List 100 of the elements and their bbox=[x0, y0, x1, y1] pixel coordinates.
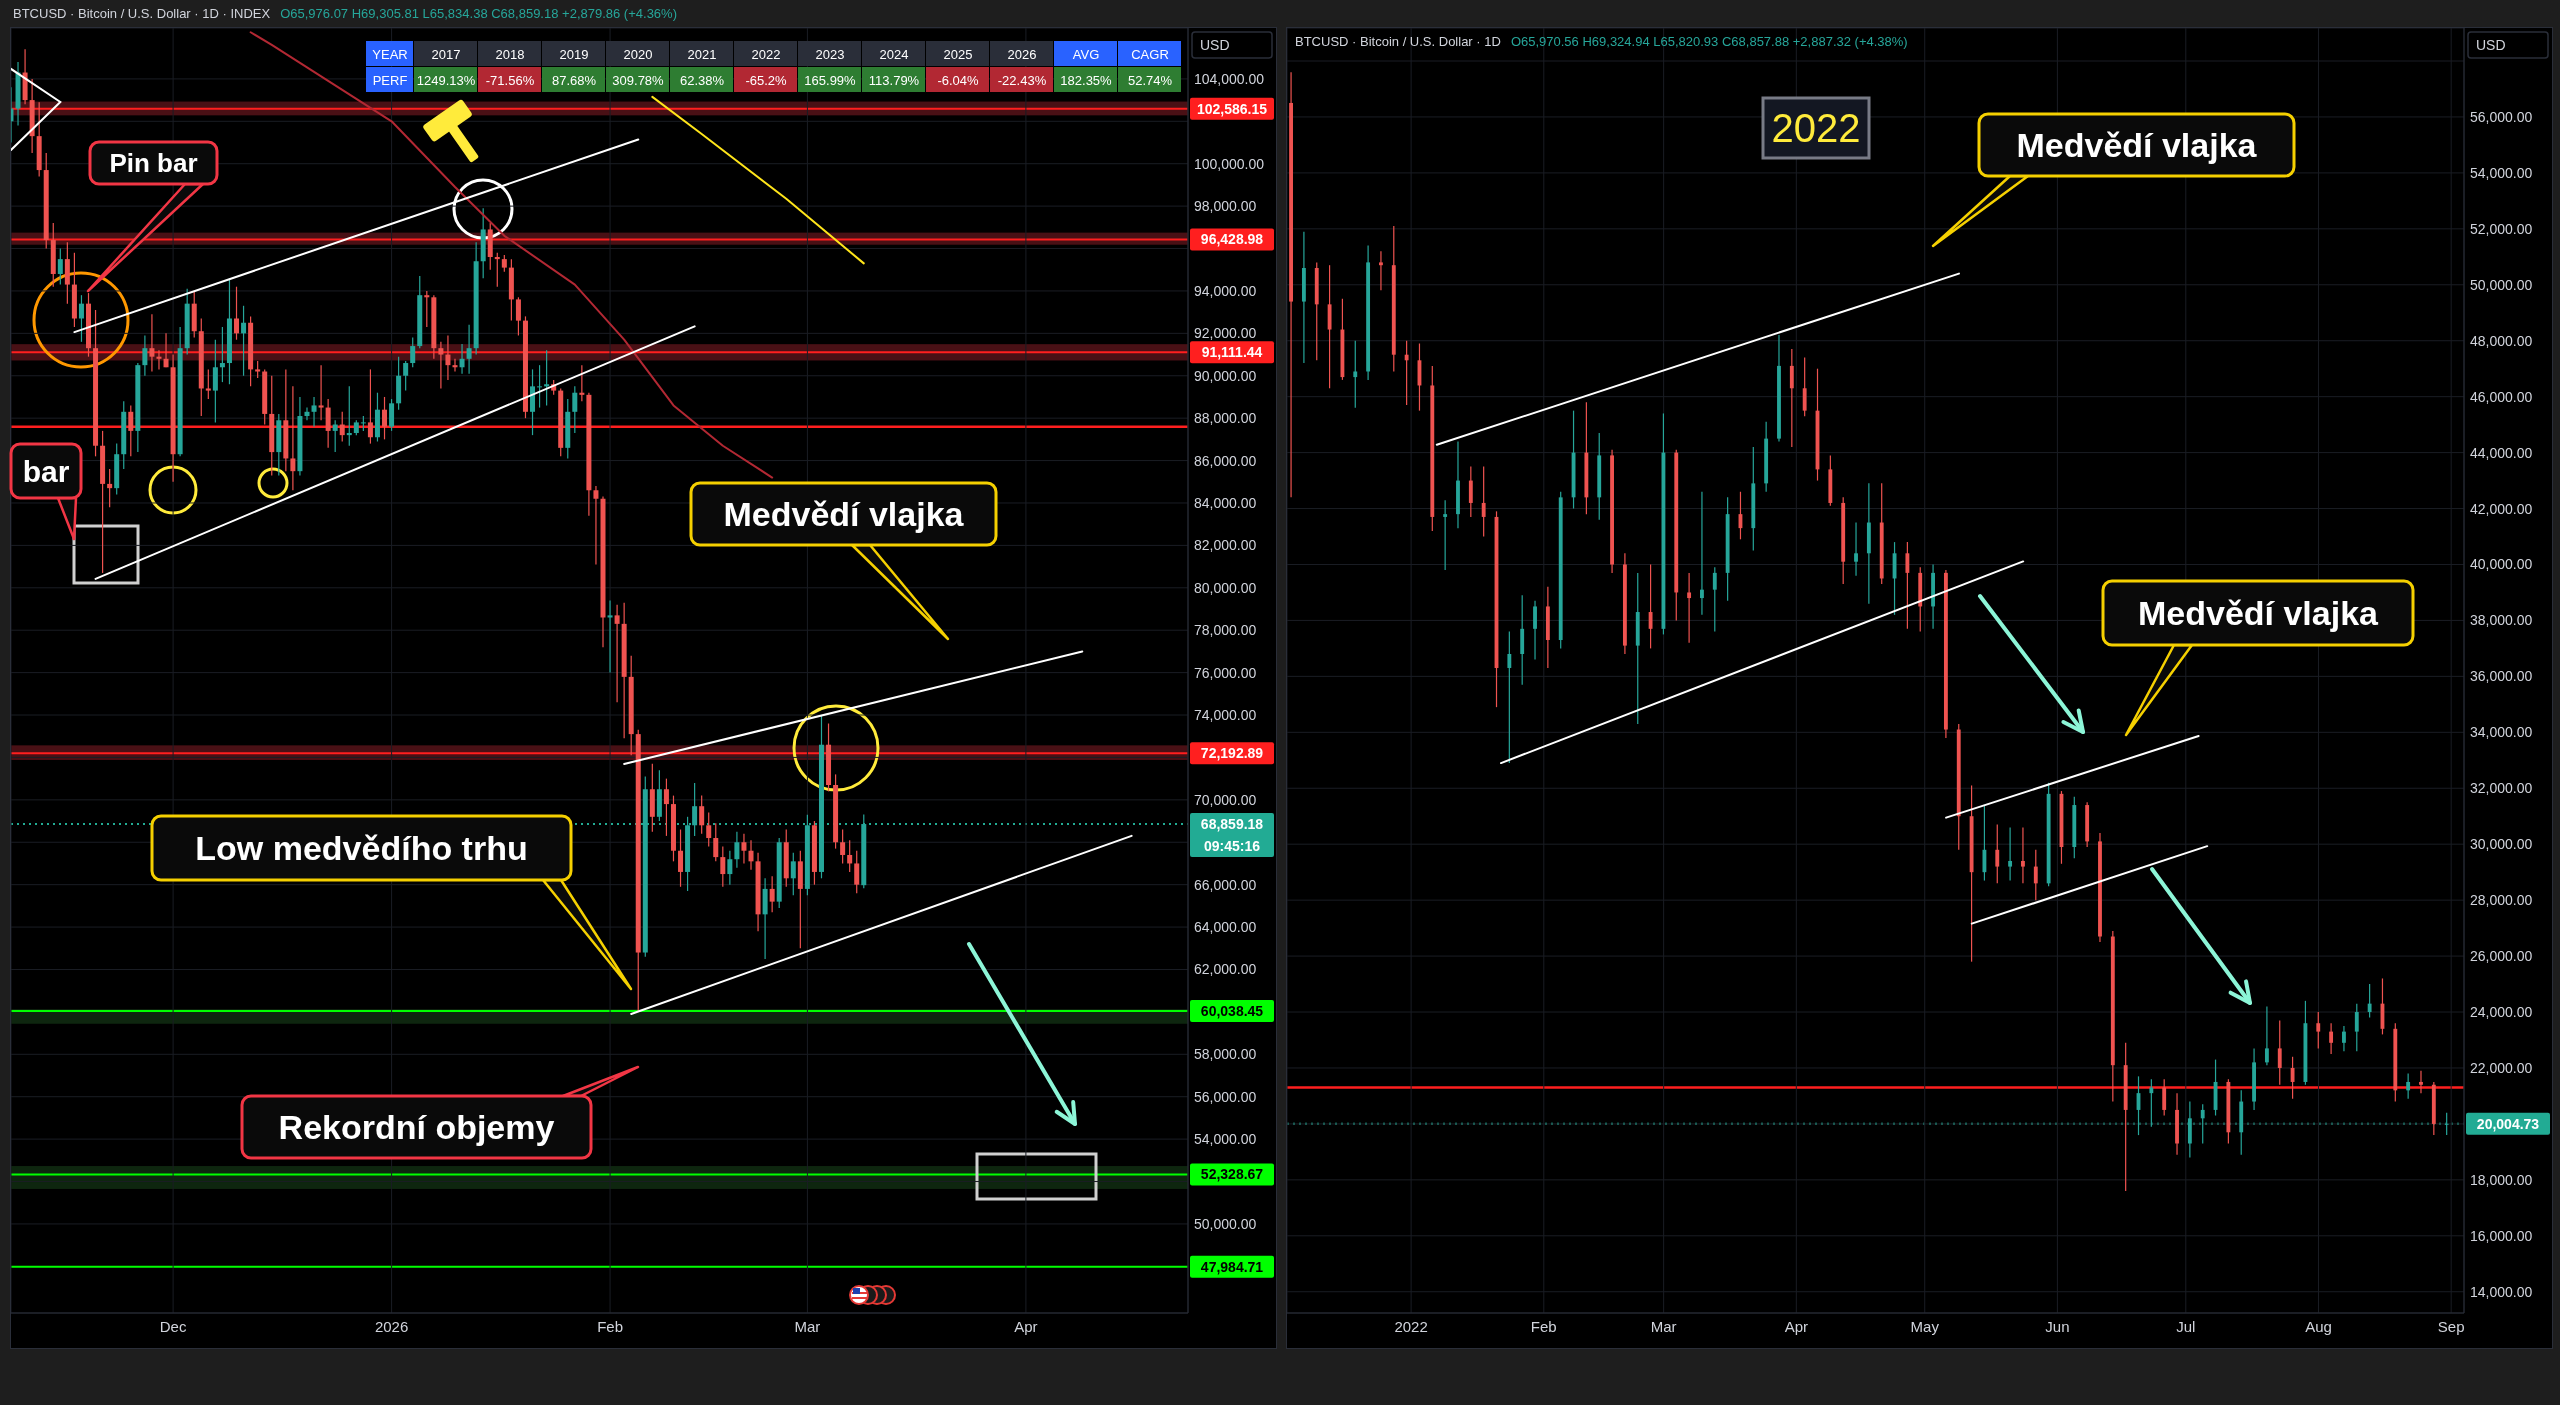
y-tick-label: 76,000.00 bbox=[1194, 664, 1257, 681]
ref-line-label: 72,192.89 bbox=[1200, 745, 1264, 762]
annotation: 2021 bbox=[687, 46, 717, 62]
y-axis-title: USD bbox=[2476, 36, 2506, 53]
annotation: AVG bbox=[1072, 46, 1100, 62]
y-tick-label: 24,000.00 bbox=[2470, 1004, 2533, 1020]
ref-line-label: 52,328.67 bbox=[1200, 1166, 1264, 1183]
y-tick-label: 46,000.00 bbox=[2470, 388, 2533, 405]
y-tick-label: 82,000.00 bbox=[1194, 537, 1257, 554]
y-tick-label: 14,000.00 bbox=[2470, 1283, 2533, 1300]
annotation: Medvědí vlajka bbox=[2016, 125, 2258, 164]
y-tick-label: 100,000.00 bbox=[1194, 155, 1265, 172]
annotation: -22.43% bbox=[997, 72, 1047, 88]
y-tick-label: 54,000.00 bbox=[1194, 1131, 1257, 1148]
text: O65,970.56 H69,324.94 L65,820.93 C68,857.88 +2,887.32 (+4.38%) bbox=[1510, 34, 1908, 49]
x-tick-label: Feb bbox=[1530, 1317, 1557, 1335]
ref-line-label: 60,038.45 bbox=[1200, 1002, 1264, 1019]
annotation: 2018 bbox=[495, 46, 525, 62]
annotation: 52.74% bbox=[1127, 72, 1173, 88]
y-tick-label: 78,000.00 bbox=[1194, 622, 1257, 639]
x-tick-label: Mar bbox=[1650, 1317, 1677, 1335]
y-tick-label: 98,000.00 bbox=[1194, 198, 1257, 215]
y-tick-label: 22,000.00 bbox=[2470, 1059, 2533, 1076]
annotation: 2019 bbox=[559, 46, 589, 62]
y-tick-label: 54,000.00 bbox=[2470, 164, 2533, 181]
annotation: 2024 bbox=[879, 46, 909, 62]
x-tick-label: Mar bbox=[794, 1317, 821, 1335]
y-tick-label: 92,000.00 bbox=[1194, 325, 1257, 342]
y-tick-label: 40,000.00 bbox=[2470, 556, 2533, 573]
y-tick-label: 56,000.00 bbox=[1194, 1088, 1257, 1105]
y-tick-label: 58,000.00 bbox=[1194, 1046, 1257, 1063]
annotation: -6.04% bbox=[937, 72, 980, 88]
y-tick-label: 28,000.00 bbox=[2470, 892, 2533, 909]
y-tick-label: 70,000.00 bbox=[1194, 791, 1257, 808]
y-tick-label: 44,000.00 bbox=[2470, 444, 2533, 461]
ref-line-label: 47,984.71 bbox=[1200, 1258, 1264, 1275]
chart-title: BTCUSD · Bitcoin / U.S. Dollar · 1D · INDEX bbox=[13, 6, 271, 21]
x-tick-label: Apr bbox=[1014, 1317, 1038, 1335]
y-tick-label: 36,000.00 bbox=[2470, 668, 2533, 685]
y-tick-label: 88,000.00 bbox=[1194, 410, 1257, 427]
ref-line-label: 91,111.44 bbox=[1201, 344, 1263, 361]
y-tick-label: 84,000.00 bbox=[1194, 494, 1257, 511]
annotation: 2026 bbox=[1007, 46, 1037, 62]
y-tick-label: 16,000.00 bbox=[2470, 1227, 2533, 1244]
y-tick-label: 42,000.00 bbox=[2470, 500, 2533, 517]
annotation: 309.78% bbox=[612, 72, 665, 88]
annotation: 62.38% bbox=[679, 72, 725, 88]
annotation: 182.35% bbox=[1060, 72, 1113, 88]
y-tick-label: 30,000.00 bbox=[2470, 836, 2533, 853]
y-tick-label: 52,000.00 bbox=[2470, 220, 2533, 237]
x-tick-label: Apr bbox=[1784, 1317, 1808, 1335]
annotation: PERF bbox=[372, 72, 408, 88]
x-tick-label: 2022 bbox=[1394, 1317, 1428, 1335]
y-tick-label: 48,000.00 bbox=[2470, 332, 2533, 349]
x-tick-label: Dec bbox=[159, 1317, 187, 1335]
y-tick-label: 26,000.00 bbox=[2470, 948, 2533, 965]
y-tick-label: 104,000.00 bbox=[1194, 70, 1265, 87]
annotation: -71.56% bbox=[485, 72, 535, 88]
x-tick-label: Jul bbox=[2176, 1317, 2196, 1335]
annotation: Medvědí vlajka bbox=[2137, 593, 2380, 632]
annotation: bar bbox=[22, 454, 70, 488]
annotation: 165.99% bbox=[804, 72, 857, 88]
ref-line-label: 96,428.98 bbox=[1200, 231, 1264, 248]
annotation: 2025 bbox=[943, 46, 973, 62]
annotation: CAGR bbox=[1131, 46, 1169, 62]
y-tick-label: 86,000.00 bbox=[1194, 452, 1257, 469]
y-tick-label: 66,000.00 bbox=[1194, 876, 1257, 893]
annotation: 2020 bbox=[623, 46, 653, 62]
annotation: -65.2% bbox=[745, 72, 788, 88]
text: BTCUSD · Bitcoin / U.S. Dollar · 1D bbox=[1295, 34, 1501, 49]
x-tick-label: Aug bbox=[2305, 1317, 2332, 1335]
ref-line-label: 68,859.18 09:45:16 bbox=[1200, 815, 1264, 854]
annotation: 87.68% bbox=[551, 72, 597, 88]
y-tick-label: 74,000.00 bbox=[1194, 707, 1257, 723]
annotation: Rekordní objemy bbox=[278, 1107, 555, 1146]
y-tick-label: 94,000.00 bbox=[1194, 282, 1257, 299]
annotation: Medvědí vlajka bbox=[723, 494, 965, 533]
y-tick-label: 90,000.00 bbox=[1194, 367, 1257, 384]
y-tick-label: 56,000.00 bbox=[2470, 108, 2533, 125]
x-tick-label: Sep bbox=[2437, 1317, 2465, 1335]
annotation: Pin bar bbox=[109, 148, 198, 179]
chart-subtitle: O65,976.07 H69,305.81 L65,834.38 C68,859.18 +2,879.86 (+4.36%) bbox=[280, 6, 677, 21]
x-tick-label: Jun bbox=[2045, 1317, 2070, 1335]
x-tick-label: Feb bbox=[597, 1317, 623, 1335]
x-tick-label: May bbox=[1910, 1317, 1940, 1335]
y-tick-label: 50,000.00 bbox=[1194, 1215, 1257, 1232]
y-tick-label: 80,000.00 bbox=[1194, 579, 1257, 596]
y-tick-label: 38,000.00 bbox=[2470, 612, 2533, 629]
y-axis-title: USD bbox=[1200, 36, 1230, 53]
y-tick-label: 62,000.00 bbox=[1194, 961, 1257, 978]
y-tick-label: 32,000.00 bbox=[2470, 780, 2533, 797]
annotation: Low medvědího trhu bbox=[195, 828, 528, 867]
annotation: 2022 bbox=[1771, 106, 1861, 151]
y-tick-label: 64,000.00 bbox=[1194, 919, 1257, 936]
y-tick-label: 18,000.00 bbox=[2470, 1171, 2533, 1188]
annotation: YEAR bbox=[372, 46, 408, 62]
annotation: 113.79% bbox=[868, 72, 920, 88]
ref-line-label: 102,586.15 bbox=[1196, 100, 1268, 117]
annotation: 2023 bbox=[815, 46, 845, 62]
annotation: 1249.13% bbox=[416, 72, 476, 88]
